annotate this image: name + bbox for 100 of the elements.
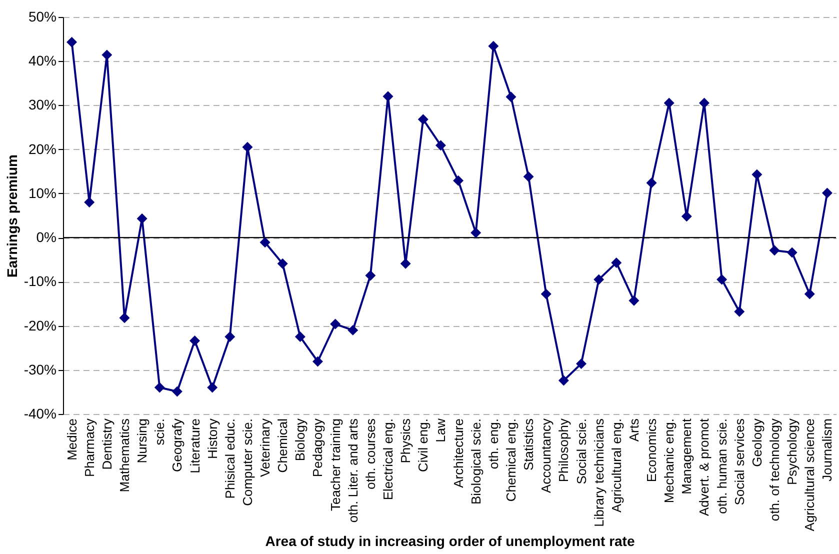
x-tick-label: Biology [292, 418, 308, 462]
point [664, 98, 674, 108]
point [365, 270, 376, 281]
point [769, 245, 780, 256]
point [576, 358, 587, 369]
point [435, 140, 446, 151]
point [242, 142, 253, 152]
point [611, 257, 622, 268]
y-tick-label: 50% [28, 8, 56, 24]
y-tick-label: -10% [24, 273, 56, 290]
point [822, 188, 832, 198]
point [506, 92, 516, 102]
x-tick-label: Literature [187, 418, 202, 474]
x-tick-label: oth. of technology [767, 418, 782, 522]
x-tick-label: oth. human scie. [714, 418, 730, 514]
x-tick-label: Advert. & promot [696, 418, 712, 516]
point [119, 312, 130, 324]
x-tick-label: Arts [626, 418, 642, 442]
point [277, 258, 288, 269]
x-tick-label: Accountancy [538, 418, 554, 493]
point [470, 227, 482, 238]
point [716, 274, 728, 285]
point [594, 274, 604, 285]
point [66, 36, 78, 48]
x-tick-label: scie. [152, 418, 168, 446]
y-axis-title: Earnings premium [4, 154, 20, 278]
x-tick-label: Mechanic eng. [662, 418, 677, 504]
point [260, 237, 270, 248]
x-tick-label: oth. eng. [486, 418, 501, 470]
x-tick-label: Veterinary [258, 418, 273, 478]
point [804, 288, 815, 300]
x-tick-label: Psychology [784, 418, 800, 485]
point [84, 197, 95, 208]
point [734, 306, 745, 317]
x-tick-label: Geografy [170, 418, 185, 472]
point [102, 50, 112, 60]
point [453, 175, 464, 186]
x-tick-label: Agricultural science [802, 418, 818, 532]
x-tick-label: Social scie. [574, 418, 589, 484]
x-tick-label: Pharmacy [82, 418, 97, 478]
x-tick-label: History [204, 418, 220, 459]
x-tick-label: Architecture [450, 418, 466, 488]
x-tick-label: Agricultural eng. [608, 418, 624, 512]
point [154, 382, 165, 393]
x-tick-label: Philosophy [556, 418, 572, 482]
x-tick-label: Medice [64, 418, 80, 460]
x-tick-label: Journalism [820, 418, 835, 482]
x-tick-label: Biological scie. [468, 418, 484, 504]
x-tick-label: Physics [398, 418, 414, 464]
y-tick-label: 0% [36, 229, 56, 246]
x-tick-label: Statistics [521, 418, 536, 471]
point [172, 386, 182, 397]
y-tick-label: 10% [28, 184, 56, 201]
x-tick-label: Pedagogy [310, 418, 326, 478]
point [540, 288, 552, 300]
x-tick-label: Social services [732, 418, 747, 506]
x-tick-label: Dentistry [99, 418, 114, 470]
point [348, 324, 358, 336]
y-tick-label: -20% [24, 317, 56, 334]
point [418, 114, 428, 125]
y-tick-label: -30% [24, 361, 56, 378]
point [136, 213, 148, 224]
point [190, 336, 200, 346]
point [312, 356, 323, 367]
x-tick-label: Management [679, 418, 694, 494]
x-tick-label: oth. Liter. and arts [345, 418, 360, 523]
x-tick-label: Electrical eng. [380, 418, 396, 500]
point [488, 40, 499, 52]
x-tick-label: Nursing [134, 418, 150, 464]
point [786, 247, 798, 258]
x-tick-label: Library technicians [591, 418, 606, 527]
point [681, 211, 692, 222]
point [400, 258, 411, 269]
point [294, 332, 306, 342]
point [752, 169, 762, 180]
y-tick-label: 30% [28, 96, 56, 113]
point [523, 171, 534, 182]
x-tick-label: Mathematics [116, 418, 132, 492]
point [628, 295, 640, 306]
x-tick-label: oth. courses [362, 418, 378, 490]
point [698, 98, 710, 108]
point [330, 318, 341, 330]
point [558, 375, 569, 386]
x-axis-title: Area of study in increasing order of unemployment rate [265, 533, 635, 550]
x-tick-label: Civil eng. [416, 418, 431, 472]
x-tick-label: Geology [749, 418, 764, 467]
x-tick-label: Chemical eng. [503, 418, 518, 502]
point [207, 382, 218, 393]
y-tick-label: -40% [24, 406, 56, 422]
x-tick-label: Computer scie. [240, 418, 255, 506]
x-tick-label: Phisical educ. [222, 418, 238, 499]
x-tick-label: Chemical [275, 418, 290, 473]
y-tick-label: 40% [28, 52, 56, 69]
x-tick-label: Economics [644, 418, 660, 482]
point [224, 332, 236, 342]
x-tick-label: Teacher training [328, 418, 343, 511]
y-tick-label: 20% [28, 140, 56, 157]
x-tick-label: Law [433, 418, 448, 442]
point [646, 178, 657, 188]
point [382, 91, 394, 102]
